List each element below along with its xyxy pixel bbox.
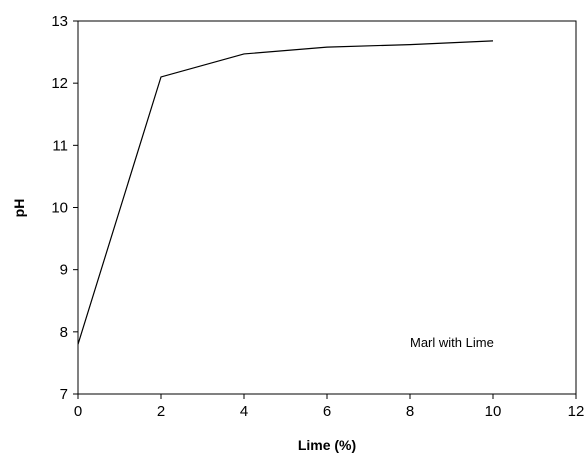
y-axis-ticks: 7 8 9 10 11 12 13 xyxy=(51,13,78,403)
y-tick-label: 9 xyxy=(60,262,68,279)
x-tick-label: 0 xyxy=(74,403,82,420)
x-tick-label: 12 xyxy=(568,403,585,420)
x-tick-label: 6 xyxy=(323,403,331,420)
x-axis-title: Lime (%) xyxy=(298,437,356,453)
x-axis-ticks: 0 2 4 6 8 10 12 xyxy=(74,394,585,420)
x-tick-label: 8 xyxy=(406,403,414,420)
y-tick-label: 10 xyxy=(51,200,68,217)
y-tick-label: 11 xyxy=(52,137,68,154)
series-group xyxy=(77,40,494,345)
y-tick-label: 8 xyxy=(60,324,68,341)
plot-area xyxy=(77,20,577,395)
x-tick-label: 2 xyxy=(157,403,165,420)
y-axis-title: pH xyxy=(11,199,27,218)
series-line xyxy=(77,40,494,345)
chart-annotation: Marl with Lime xyxy=(410,335,494,350)
y-tick-label: 12 xyxy=(51,75,68,92)
y-tick-label: 7 xyxy=(60,386,68,403)
x-tick-label: 10 xyxy=(485,403,502,420)
x-tick-label: 4 xyxy=(240,403,248,420)
y-tick-label: 13 xyxy=(51,13,68,30)
